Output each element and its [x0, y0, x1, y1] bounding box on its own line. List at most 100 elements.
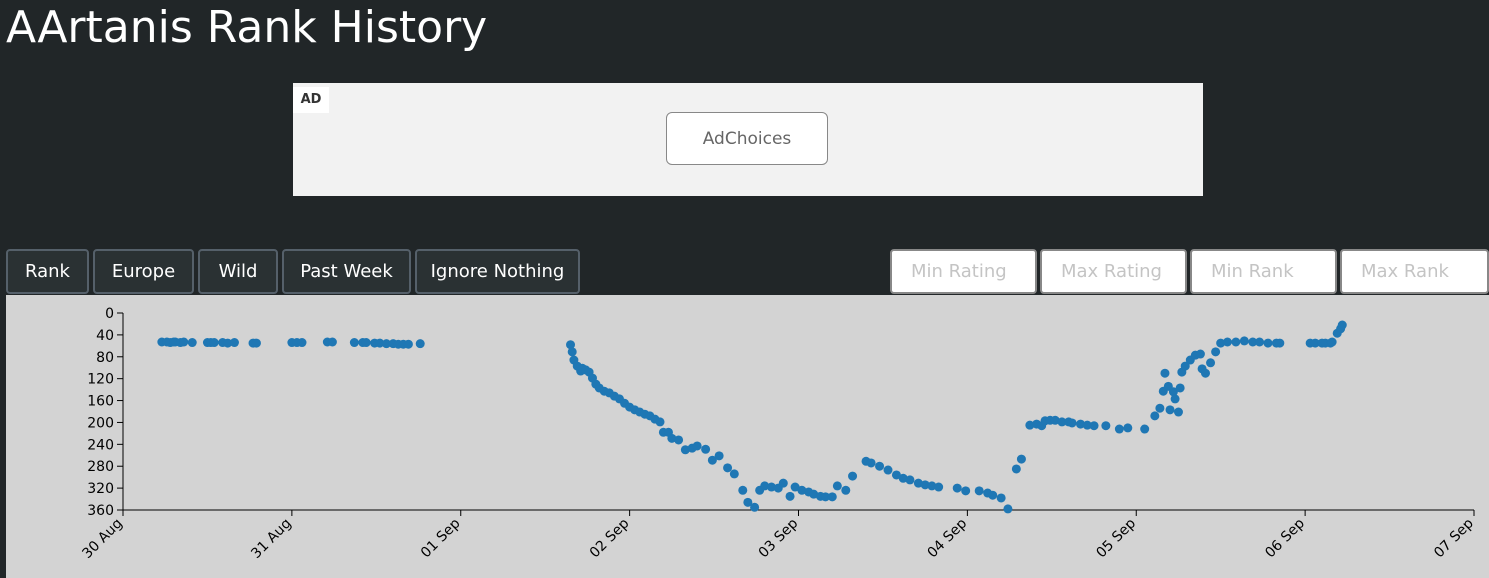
x-tick-label: 06 Sep	[1262, 515, 1308, 561]
ad-label: AD	[293, 87, 329, 113]
data-point	[692, 441, 702, 451]
data-point	[1231, 337, 1241, 347]
data-point	[729, 469, 739, 479]
data-point	[707, 455, 717, 465]
data-point	[913, 478, 923, 488]
ad-banner: AD AdChoices	[293, 83, 1203, 196]
data-point	[790, 482, 800, 492]
data-point	[674, 435, 684, 445]
max-rating-input[interactable]: Max Rating	[1040, 249, 1187, 294]
y-tick-label: 360	[87, 503, 114, 519]
rank-button[interactable]: Rank	[6, 249, 89, 294]
data-point	[1082, 420, 1092, 430]
data-point	[1165, 405, 1175, 415]
data-point	[1175, 383, 1185, 393]
page-title: AArtanis Rank History	[6, 2, 488, 53]
data-point	[655, 417, 665, 427]
data-point	[327, 337, 337, 347]
y-tick-label: 200	[87, 415, 114, 431]
data-point	[714, 451, 724, 461]
data-point	[680, 445, 690, 455]
data-point	[743, 497, 753, 507]
data-point	[750, 502, 760, 512]
data-point	[1173, 407, 1183, 417]
data-point	[1170, 394, 1180, 404]
data-point	[821, 492, 831, 502]
data-point	[209, 338, 219, 348]
period-button[interactable]: Past Week	[282, 249, 411, 294]
data-point	[1275, 338, 1285, 348]
data-point	[1310, 338, 1320, 348]
data-point	[361, 338, 371, 348]
data-point	[1160, 368, 1170, 378]
ad-choices[interactable]: AdChoices	[666, 112, 828, 165]
data-point	[1248, 337, 1258, 347]
mode-button[interactable]: Wild	[198, 249, 278, 294]
max-rank-input[interactable]: Max Rank	[1340, 249, 1489, 294]
data-point	[760, 481, 770, 491]
y-tick-label: 120	[87, 372, 114, 388]
data-point	[974, 486, 984, 496]
data-point	[891, 470, 901, 480]
data-point	[927, 481, 937, 491]
data-point	[1003, 504, 1013, 514]
data-point	[567, 347, 577, 357]
min-rating-input[interactable]: Min Rating	[890, 249, 1037, 294]
ignore-button[interactable]: Ignore Nothing	[415, 249, 580, 294]
x-tick-label: 07 Sep	[1431, 515, 1477, 561]
data-point	[349, 338, 359, 348]
data-point	[875, 461, 885, 471]
data-point	[229, 338, 239, 348]
data-point	[797, 485, 807, 495]
data-point	[898, 473, 908, 483]
data-point	[848, 471, 858, 481]
y-tick-label: 160	[87, 394, 114, 410]
data-point	[381, 339, 391, 349]
data-point	[1011, 464, 1021, 474]
min-rank-input[interactable]: Min Rank	[1190, 249, 1337, 294]
data-point	[738, 485, 748, 495]
data-point	[1076, 419, 1086, 429]
x-tick-label: 04 Sep	[924, 515, 970, 561]
data-point	[375, 338, 385, 348]
data-point	[988, 490, 998, 500]
y-tick-label: 0	[105, 306, 114, 322]
data-point	[1222, 337, 1232, 347]
x-tick-label: 03 Sep	[756, 515, 802, 561]
y-tick-label: 280	[87, 459, 114, 475]
data-point	[1327, 337, 1337, 347]
data-point	[841, 485, 851, 495]
data-point	[701, 444, 711, 454]
data-point	[883, 465, 893, 475]
data-point	[785, 491, 795, 501]
data-point	[952, 483, 962, 493]
data-point	[251, 338, 261, 348]
data-point	[723, 463, 733, 473]
data-point	[766, 482, 776, 492]
data-point	[1155, 403, 1165, 413]
data-point	[1216, 338, 1226, 348]
data-point	[1195, 349, 1205, 359]
data-point	[961, 486, 971, 496]
data-point	[1150, 411, 1160, 421]
data-point	[1211, 347, 1221, 357]
region-button[interactable]: Europe	[93, 249, 194, 294]
data-point	[1140, 424, 1150, 434]
x-tick-label: 31 Aug	[248, 516, 294, 562]
y-tick-label: 320	[87, 481, 114, 497]
y-tick-label: 80	[96, 350, 114, 366]
x-tick-label: 01 Sep	[418, 515, 464, 561]
data-point	[809, 489, 819, 499]
data-point	[1200, 368, 1210, 378]
data-point	[1025, 420, 1035, 430]
data-point	[920, 480, 930, 490]
data-point	[1239, 336, 1249, 346]
data-point	[1123, 423, 1133, 433]
y-tick-label: 240	[87, 437, 114, 453]
data-point	[1337, 320, 1347, 330]
y-tick-label: 40	[96, 328, 114, 344]
data-point	[1089, 421, 1099, 431]
